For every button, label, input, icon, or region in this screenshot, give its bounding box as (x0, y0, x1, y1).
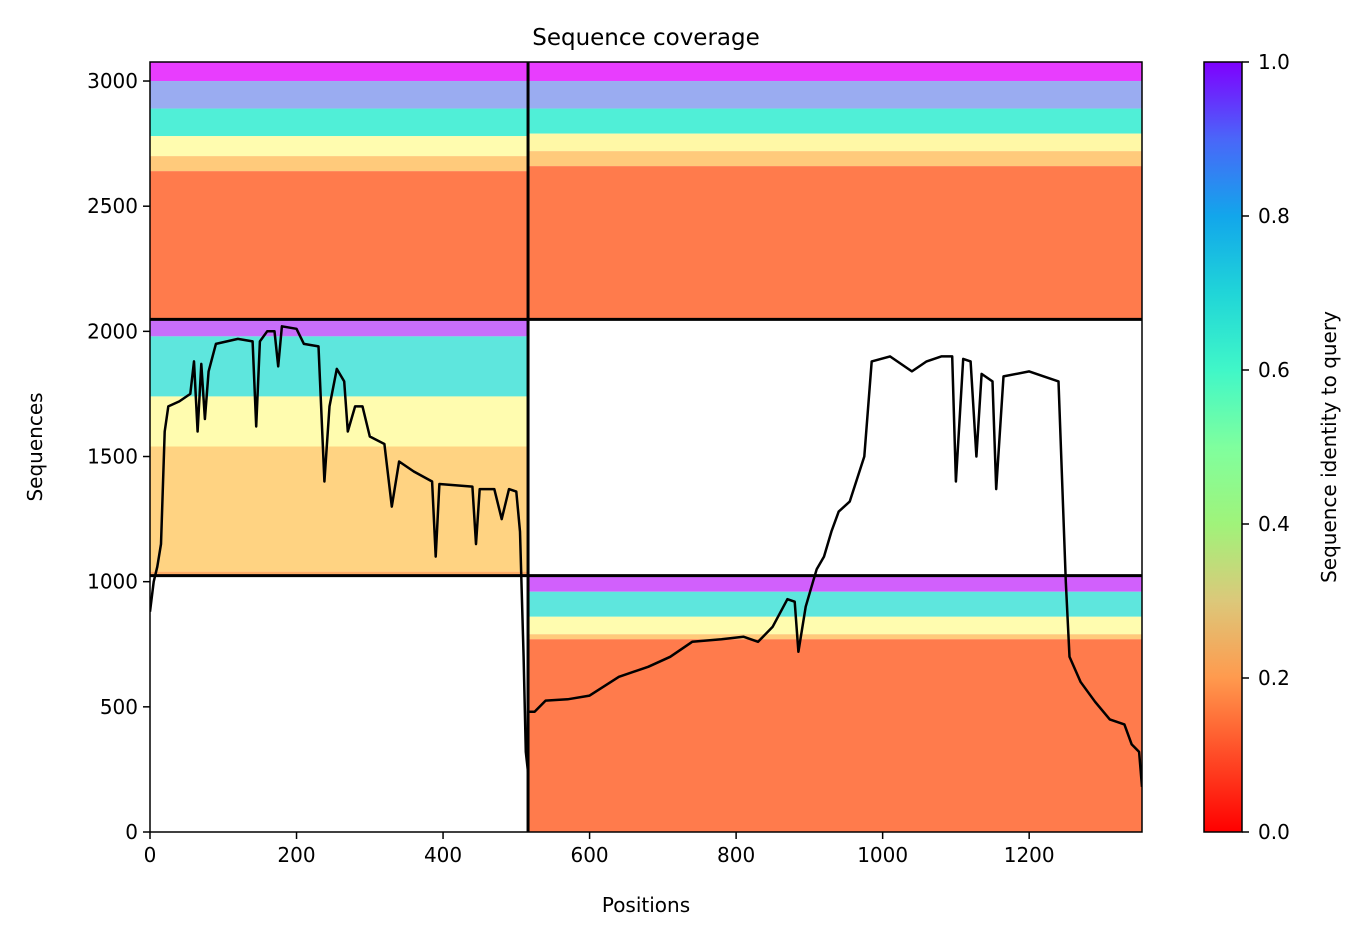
x-tick-label: 1000 (857, 843, 908, 867)
heatmap-band (528, 81, 1142, 109)
coverage-line-group (150, 325, 1142, 788)
x-tick-label: 800 (717, 843, 755, 867)
heatmap-band (150, 319, 529, 337)
heatmap-band (150, 171, 529, 320)
heatmap-block-bottom-right (528, 575, 1142, 832)
y-axis-label: Sequences (23, 392, 47, 501)
colorbar (1203, 61, 1243, 833)
heatmap-band (528, 634, 1142, 640)
heatmap-band (150, 156, 529, 172)
heatmap-band (528, 166, 1142, 320)
colorbar-tick-label: 0.0 (1258, 820, 1290, 844)
y-tick-label: 1500 (87, 445, 138, 469)
colorbar-ticks: 0.0 0.2 0.4 0.6 0.8 1.0 (1242, 50, 1290, 844)
heatmap-band (528, 151, 1142, 167)
chart-title: Sequence coverage (532, 25, 760, 51)
heatmap-band (528, 616, 1142, 635)
heatmap-band (528, 639, 1142, 832)
x-tick-label: 600 (570, 843, 608, 867)
colorbar-tick-label: 0.4 (1258, 512, 1290, 536)
chain-boundaries (150, 62, 1142, 832)
heatmap-band (150, 446, 529, 572)
colorbar-tick-label: 0.6 (1258, 358, 1290, 382)
coverage-heatmap (150, 62, 1142, 832)
heatmap-band (150, 81, 529, 109)
y-tick-label: 1000 (87, 570, 138, 594)
heatmap-band (150, 571, 529, 576)
x-axis-ticks: 0 200 400 600 800 1000 1200 (144, 832, 1055, 867)
heatmap-band (528, 62, 1142, 82)
x-tick-label: 400 (424, 843, 462, 867)
heatmap-band (528, 591, 1142, 617)
x-tick-label: 0 (144, 843, 157, 867)
x-tick-label: 200 (277, 843, 315, 867)
heatmap-band (150, 136, 529, 157)
y-tick-label: 500 (100, 695, 138, 719)
heatmap-block-top-right (528, 62, 1142, 320)
y-tick-label: 3000 (87, 69, 138, 93)
y-tick-label: 0 (125, 820, 138, 844)
plot-frame (149, 61, 1143, 833)
x-tick-label: 1200 (1004, 843, 1055, 867)
heatmap-band (150, 396, 529, 447)
heatmap-block-top-left (150, 62, 529, 320)
heatmap-band (528, 575, 1142, 592)
heatmap-band (150, 336, 529, 397)
heatmap-band (150, 62, 529, 82)
coverage-line (150, 325, 1142, 788)
x-axis-label: Positions (602, 893, 690, 917)
heatmap-band (528, 108, 1142, 134)
y-axis-ticks: 0 500 1000 1500 2000 2500 3000 (87, 69, 150, 844)
heatmap-band (150, 108, 529, 137)
colorbar-tick-label: 1.0 (1258, 50, 1290, 74)
colorbar-tick-label: 0.8 (1258, 204, 1290, 228)
y-tick-label: 2500 (87, 194, 138, 218)
colorbar-tick-label: 0.2 (1258, 666, 1290, 690)
heatmap-block-middle-left (150, 319, 529, 576)
y-tick-label: 2000 (87, 319, 138, 343)
colorbar-label: Sequence identity to query (1317, 311, 1341, 583)
heatmap-band (528, 133, 1142, 152)
